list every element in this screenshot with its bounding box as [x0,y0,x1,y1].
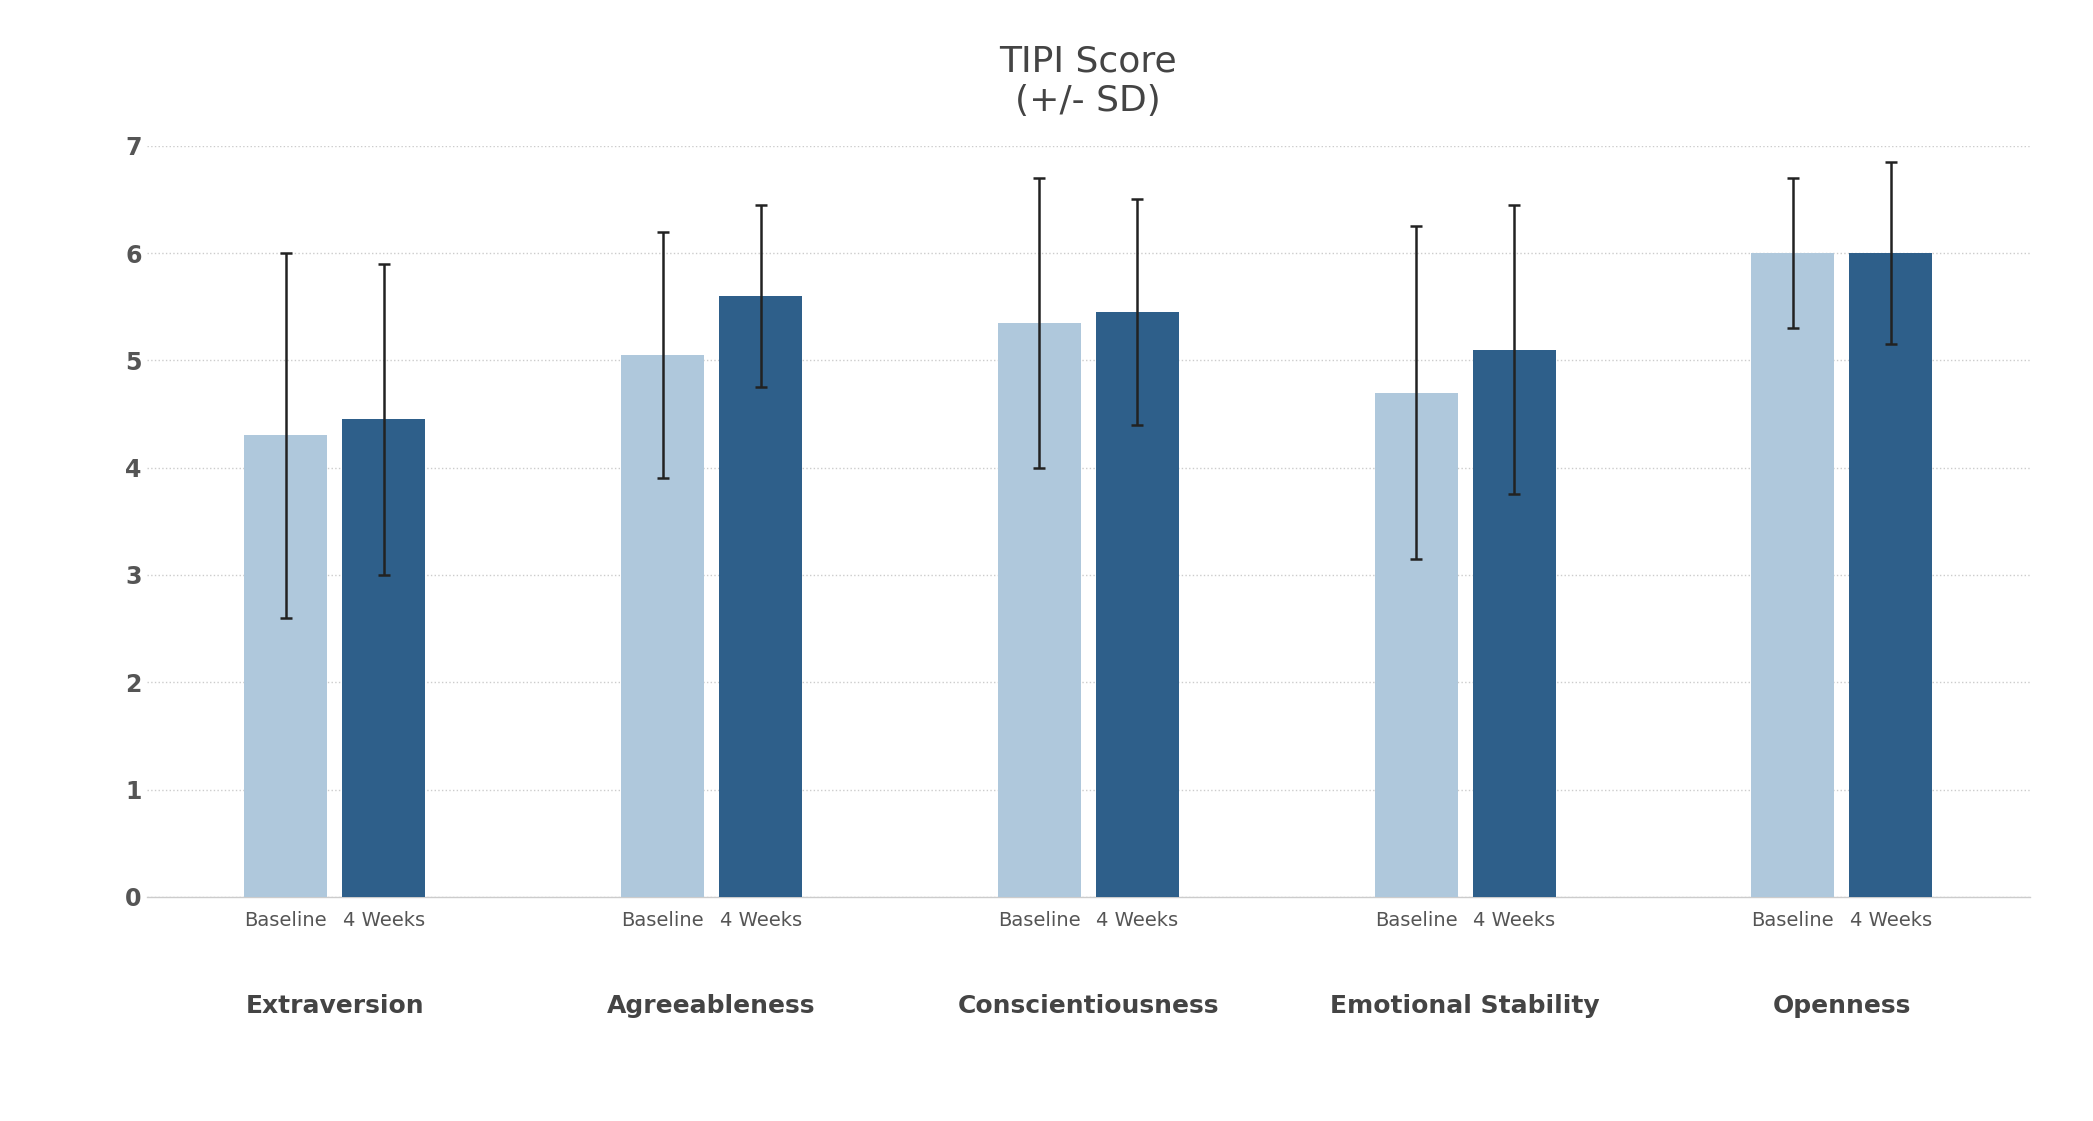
Bar [1375,392,1457,897]
Bar [720,296,802,897]
Bar [1752,253,1833,897]
Bar [1850,253,1932,897]
Bar [343,419,425,897]
Bar [245,435,327,897]
Bar [998,323,1080,897]
Bar [622,355,703,897]
Bar [1097,312,1178,897]
Text: Emotional Stability: Emotional Stability [1331,994,1599,1019]
Text: Conscientiousness: Conscientiousness [959,994,1218,1019]
Text: Agreeableness: Agreeableness [607,994,816,1019]
Text: Openness: Openness [1773,994,1911,1019]
Text: Extraversion: Extraversion [245,994,425,1019]
Title: TIPI Score
(+/- SD): TIPI Score (+/- SD) [1000,45,1176,118]
Bar [1473,350,1555,897]
